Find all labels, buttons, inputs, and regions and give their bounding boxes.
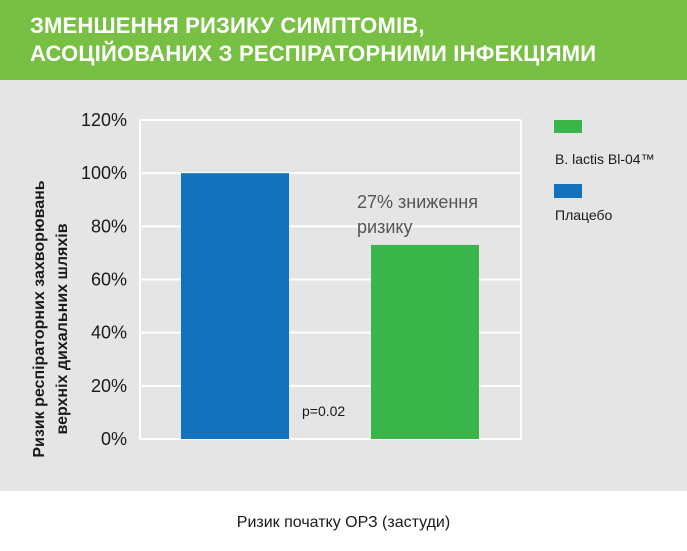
legend: B. lactis Bl-04™ Плацебо xyxy=(554,120,655,223)
y-tick-labels: 0% 20% 40% 60% 80% 100% 120% xyxy=(81,110,127,449)
y-axis-label-line2: верхніх дихальних шляхів xyxy=(54,223,71,434)
header-banner: ЗМЕНШЕННЯ РИЗИКУ СИМПТОМІВ, АСОЦІЙОВАНИХ… xyxy=(0,0,687,80)
y-tick-label: 100% xyxy=(81,163,127,183)
reduction-annotation-line1: 27% зниження xyxy=(357,192,478,212)
y-axis-label-line1: Ризик респіраторних захворювань xyxy=(31,180,48,457)
bar-placebo xyxy=(181,173,289,439)
chart-panel: 0% 20% 40% 60% 80% 100% 120% Ризик респіраторн… xyxy=(0,80,687,491)
bar-chart: 0% 20% 40% 60% 80% 100% 120% Ризик респіраторн… xyxy=(31,110,655,458)
footer: Ризик початку ОРЗ (застуди) xyxy=(0,491,687,551)
y-tick-label: 0% xyxy=(101,429,127,449)
page-title: ЗМЕНШЕННЯ РИЗИКУ СИМПТОМІВ, АСОЦІЙОВАНИХ… xyxy=(30,13,597,66)
y-tick-label: 120% xyxy=(81,110,127,130)
legend-label-placebo: Плацебо xyxy=(555,207,613,223)
reduction-annotation-line2: ризику xyxy=(357,217,412,237)
x-axis-label: Ризик початку ОРЗ (застуди) xyxy=(236,514,451,531)
bars xyxy=(181,173,479,439)
y-tick-label: 40% xyxy=(91,323,127,343)
y-tick-label: 60% xyxy=(91,270,127,290)
p-value-annotation: p=0.02 xyxy=(302,403,345,419)
legend-swatch-placebo xyxy=(554,184,582,198)
legend-swatch-bifido xyxy=(554,120,582,133)
bar-bifido xyxy=(371,244,479,439)
legend-label-bifido: B. lactis Bl-04™ xyxy=(555,151,655,167)
y-tick-label: 80% xyxy=(91,216,127,236)
y-tick-label: 20% xyxy=(91,376,127,396)
